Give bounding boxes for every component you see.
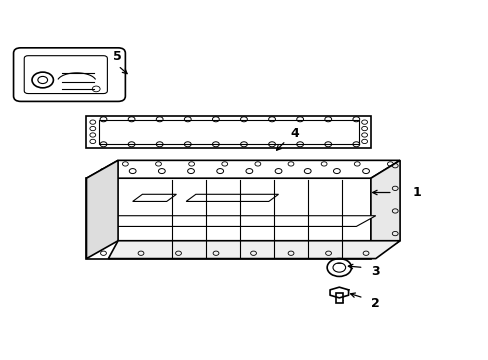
Polygon shape (370, 160, 399, 258)
Polygon shape (86, 116, 370, 148)
Text: 1: 1 (411, 186, 420, 199)
FancyBboxPatch shape (14, 48, 125, 102)
Polygon shape (86, 160, 399, 178)
Polygon shape (108, 216, 375, 226)
Polygon shape (86, 160, 118, 258)
FancyBboxPatch shape (24, 56, 107, 94)
Text: 4: 4 (290, 127, 299, 140)
Polygon shape (132, 194, 176, 202)
Text: 3: 3 (370, 265, 379, 278)
Bar (335, 293, 342, 303)
Polygon shape (329, 287, 348, 298)
Text: 5: 5 (113, 50, 122, 63)
Polygon shape (186, 194, 278, 202)
Polygon shape (86, 178, 370, 258)
Polygon shape (99, 120, 358, 144)
Polygon shape (108, 241, 399, 258)
Text: 2: 2 (370, 297, 379, 310)
